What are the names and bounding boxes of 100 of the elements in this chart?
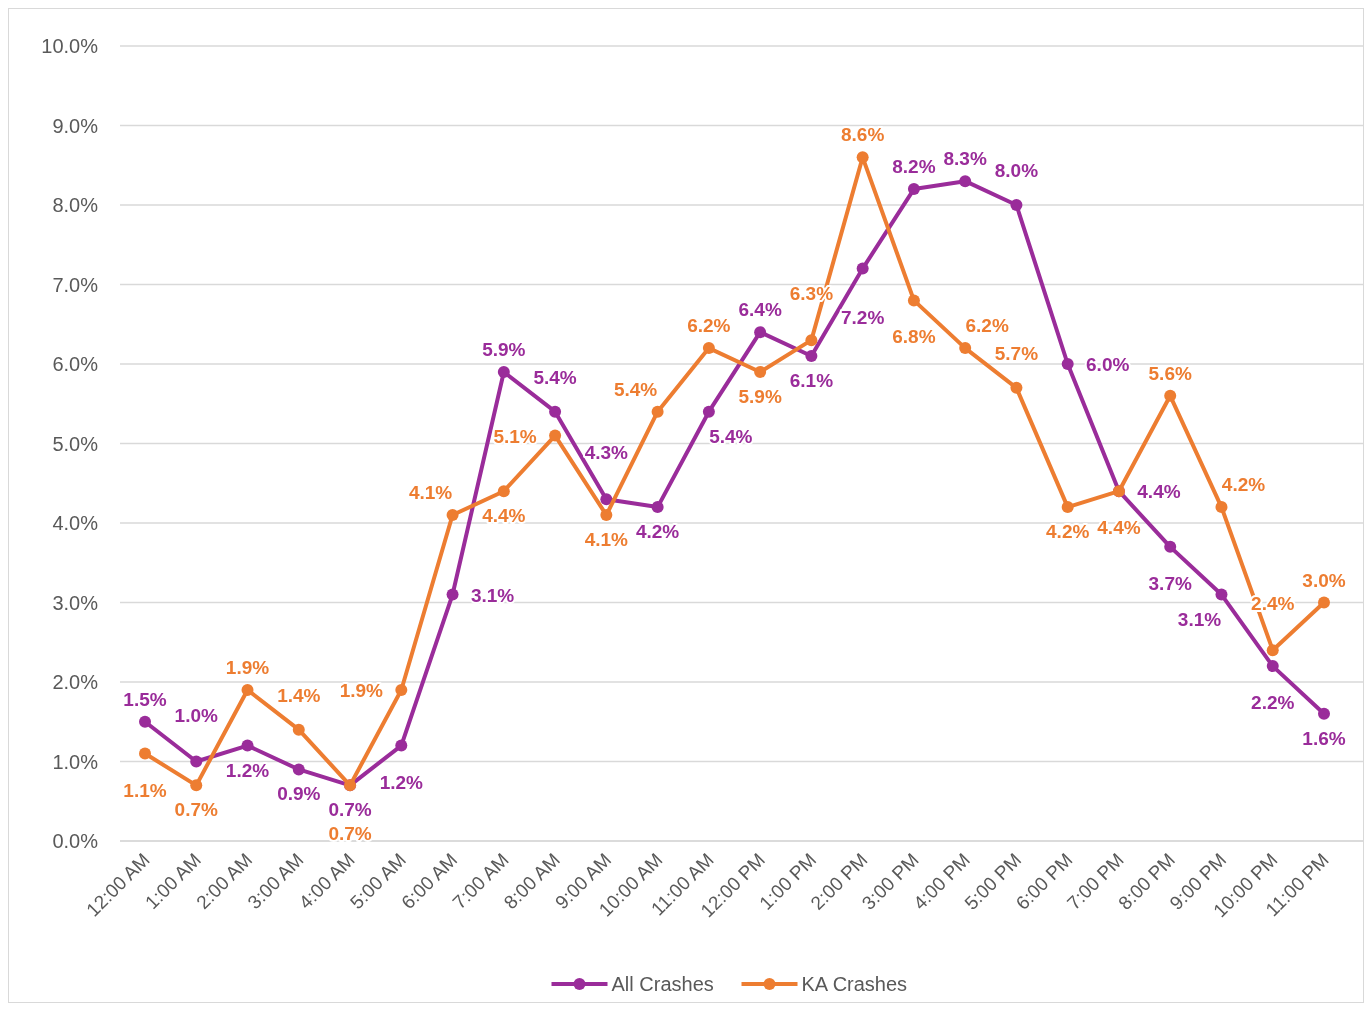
point: [1164, 540, 1177, 553]
data-label: 7.2%: [841, 306, 885, 328]
data-label: 5.9%: [738, 385, 782, 407]
point: [805, 350, 818, 363]
data-label: 5.7%: [994, 342, 1039, 364]
data-label: 4.3%: [584, 442, 629, 464]
data-label: 1.9%: [225, 656, 270, 678]
point: [856, 262, 869, 275]
point: [139, 747, 151, 760]
point: [1215, 588, 1228, 601]
point: [292, 723, 305, 736]
point: [395, 739, 408, 752]
point: [1061, 358, 1074, 370]
data-label: 1.4%: [277, 684, 321, 706]
point: [1061, 501, 1074, 514]
point: [497, 365, 510, 378]
data-label: 5.6%: [1148, 362, 1192, 384]
point: [702, 405, 715, 418]
point: [1266, 644, 1279, 657]
point: [395, 683, 408, 696]
data-label: 6.2%: [965, 315, 1009, 337]
point: [1318, 707, 1330, 720]
point: [1010, 381, 1023, 394]
point: [651, 501, 664, 514]
point: [907, 183, 920, 196]
point: [1164, 389, 1177, 402]
data-label: 2.2%: [1251, 692, 1295, 714]
data-label: 6.1%: [789, 370, 834, 392]
data-label: 1.1%: [123, 779, 167, 801]
point: [549, 429, 562, 442]
data-label: 8.6%: [841, 124, 885, 146]
y-tick-label: 7.0%: [52, 273, 99, 296]
data-label: 4.4%: [482, 505, 526, 527]
data-label: 6.0%: [1086, 354, 1130, 375]
data-label: 6.2%: [687, 315, 731, 337]
point: [600, 509, 613, 522]
data-label: 5.4%: [613, 378, 658, 400]
data-label: 4.2%: [1221, 474, 1266, 496]
point: [139, 715, 151, 728]
point: [446, 509, 459, 522]
point: [241, 739, 254, 752]
y-tick-label: 5.0%: [52, 432, 99, 455]
point: [600, 493, 613, 506]
point: [1215, 501, 1228, 514]
data-label: 0.7%: [174, 799, 219, 821]
data-label: 4.1%: [408, 482, 453, 504]
data-label: 0.7%: [328, 799, 372, 821]
y-tick-label: 6.0%: [52, 353, 99, 375]
point: [907, 294, 920, 307]
data-label: 4.4%: [1097, 517, 1141, 539]
data-label: 4.2%: [1046, 521, 1090, 543]
point: [959, 175, 972, 188]
point: [190, 779, 203, 792]
data-label: 0.9%: [277, 783, 321, 805]
data-label: 1.9%: [339, 679, 384, 701]
data-label: 5.4%: [533, 366, 577, 388]
data-label: 5.9%: [482, 338, 526, 360]
point: [702, 342, 715, 355]
data-label: 6.4%: [738, 299, 782, 321]
data-label: 4.4%: [1137, 481, 1181, 503]
data-label: 1.5%: [123, 688, 167, 710]
data-label: 3.1%: [470, 584, 515, 606]
y-tick-label: 1.0%: [52, 750, 99, 773]
y-tick-label: 9.0%: [52, 114, 99, 137]
data-label: 1.6%: [1302, 727, 1346, 749]
point: [497, 485, 510, 498]
y-tick-label: 8.0%: [52, 194, 99, 216]
y-tick-label: 0.0%: [52, 830, 99, 852]
data-label: 0.7%: [328, 823, 372, 845]
point: [805, 334, 818, 347]
point: [549, 405, 562, 418]
data-label: 3.7%: [1148, 572, 1192, 594]
data-label: 5.1%: [493, 425, 537, 447]
y-tick-label: 10.0%: [41, 35, 99, 57]
point: [754, 365, 767, 378]
point: [190, 755, 203, 768]
point: [241, 683, 254, 696]
y-tick-label: 4.0%: [52, 512, 99, 534]
data-label: 1.2%: [225, 759, 270, 781]
point: [1318, 596, 1330, 609]
point: [446, 588, 459, 601]
legend-label: KA Crashes: [801, 973, 908, 995]
data-label: 4.1%: [584, 529, 629, 551]
data-label: 8.3%: [943, 148, 987, 170]
data-label: 4.2%: [635, 521, 680, 543]
y-tick-label: 3.0%: [52, 591, 99, 614]
legend-label: All Crashes: [611, 973, 714, 995]
point: [1010, 199, 1023, 211]
point: [754, 326, 767, 339]
data-label: 3.0%: [1302, 569, 1346, 591]
point: [651, 405, 664, 418]
data-label: 1.0%: [174, 704, 219, 726]
point: [1266, 660, 1279, 673]
y-tick-label: 2.0%: [52, 671, 99, 693]
data-label: 6.8%: [892, 326, 936, 348]
data-label: 8.2%: [892, 156, 936, 178]
point: [292, 763, 305, 776]
data-label: 1.2%: [379, 771, 424, 793]
data-label: 8.0%: [994, 160, 1039, 181]
data-label: 5.4%: [709, 425, 753, 447]
